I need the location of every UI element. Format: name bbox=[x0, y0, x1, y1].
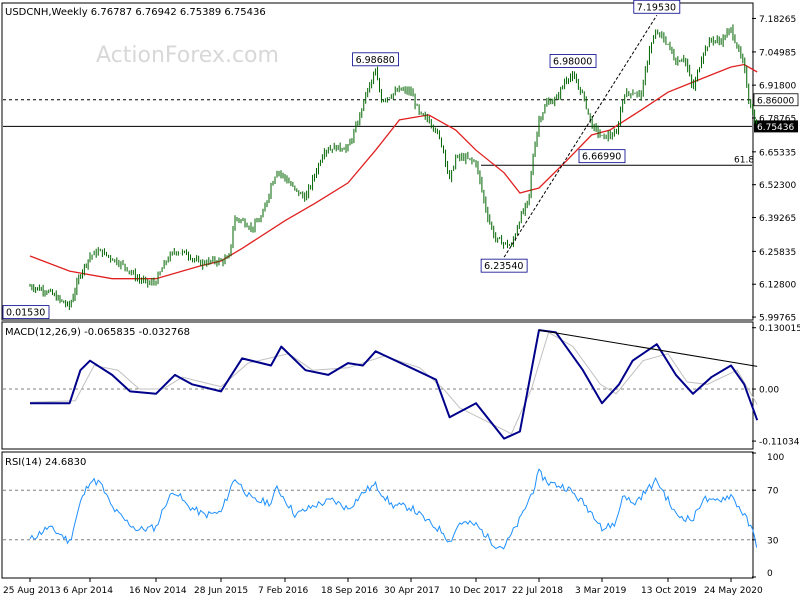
price-y-axis: 7.18265 7.04985 6.91800 6.78765 6.65335 6.523… bbox=[752, 15, 796, 324]
x-tick-label: 16 Nov 2014 bbox=[129, 586, 187, 596]
x-tick-label: 10 Dec 2017 bbox=[449, 586, 507, 596]
symbol-header: USDCNH,Weekly 6.76787 6.76942 6.75389 6.… bbox=[5, 7, 266, 18]
price-callout-box bbox=[480, 258, 528, 273]
rsi-tick-label: 30 bbox=[767, 536, 779, 546]
price-tick-label: 6.78765 bbox=[759, 114, 796, 124]
level-tag bbox=[753, 93, 799, 107]
macd-panel-frame bbox=[1, 321, 754, 450]
price-tick-label: 6.65335 bbox=[759, 148, 796, 158]
fib-level-label: 61.8 bbox=[734, 155, 754, 165]
x-tick-label: 13 Oct 2019 bbox=[641, 586, 697, 596]
price-tick-label: 6.52300 bbox=[759, 181, 796, 191]
price-panel-frame bbox=[1, 2, 754, 321]
rsi-line bbox=[29, 468, 758, 550]
price-callout-label: 7.19530 bbox=[637, 2, 676, 13]
price-callout-label: 6.66990 bbox=[582, 152, 621, 163]
rsi-tick-label: 0 bbox=[767, 569, 773, 579]
dashed-trendline bbox=[503, 14, 658, 258]
x-axis: 25 Aug 2013 6 Apr 2014 16 Nov 2014 28 Jun 2… bbox=[3, 578, 763, 596]
price-callout-box bbox=[578, 149, 626, 164]
price-tick-label: 6.25835 bbox=[759, 248, 796, 258]
price-callout-label: 6.23540 bbox=[484, 261, 523, 272]
price-tick-label: 5.99765 bbox=[759, 314, 796, 324]
price-levels: 6.86000 6.75436 61.8 bbox=[3, 93, 799, 166]
x-tick-label: 3 Mar 2019 bbox=[575, 586, 627, 596]
rsi-panel-frame bbox=[1, 451, 754, 579]
price-callout-label: 6.98000 bbox=[553, 57, 592, 68]
x-tick-label: 22 Jul 2018 bbox=[512, 586, 563, 596]
price-trendline bbox=[503, 14, 658, 258]
level-tag-label: 6.86000 bbox=[757, 96, 794, 106]
macd-trendline bbox=[538, 329, 758, 367]
current-price-label: 6.75436 bbox=[757, 123, 794, 133]
price-tick-label: 6.12800 bbox=[759, 281, 796, 291]
x-tick-label: 24 May 2020 bbox=[704, 586, 763, 596]
price-tick-label: 6.39265 bbox=[759, 214, 796, 224]
watermark: ActionForex.com bbox=[96, 43, 279, 68]
price-callout-label: 0.01530 bbox=[6, 308, 45, 319]
rsi-tick-label: 100 bbox=[767, 453, 784, 463]
price-callout-box bbox=[352, 52, 399, 67]
price-callout-box bbox=[2, 305, 50, 320]
x-tick-label: 30 Apr 2017 bbox=[384, 586, 440, 596]
macd-tick-label: 0.130015 bbox=[759, 324, 800, 334]
rsi-title: RSI(14) 24.6830 bbox=[5, 457, 86, 468]
macd-main-line bbox=[30, 329, 759, 440]
macd-lines bbox=[3, 329, 759, 440]
price-tick-label: 7.04985 bbox=[759, 48, 796, 58]
price-callouts: 0.01530 6.98680 6.23540 6.98000 6.66990 7.195… bbox=[2, 0, 681, 320]
price-callout-box bbox=[549, 54, 597, 68]
x-tick-label: 7 Feb 2016 bbox=[258, 586, 309, 596]
x-tick-label: 18 Sep 2016 bbox=[321, 586, 378, 596]
price-tick-label: 7.18265 bbox=[759, 15, 796, 25]
current-price-tag bbox=[754, 120, 798, 133]
price-callout-box bbox=[633, 0, 681, 14]
macd-y-axis: 0.130015 0.00 -0.110346 bbox=[752, 324, 800, 448]
price-bars bbox=[29, 24, 758, 311]
macd-tick-label: -0.110346 bbox=[759, 438, 800, 448]
x-tick-label: 28 Jun 2015 bbox=[194, 586, 248, 596]
macd-title: MACD(12,26,9) -0.065835 -0.032768 bbox=[5, 327, 190, 338]
rsi-lines bbox=[29, 468, 758, 550]
rsi-tick-label: 70 bbox=[767, 487, 779, 497]
x-tick-label: 25 Aug 2013 bbox=[3, 586, 61, 596]
macd-tick-label: 0.00 bbox=[759, 386, 779, 396]
price-tick-label: 6.91800 bbox=[759, 82, 796, 92]
price-callout-label: 6.98680 bbox=[356, 55, 395, 66]
x-tick-label: 6 Apr 2014 bbox=[63, 586, 113, 596]
